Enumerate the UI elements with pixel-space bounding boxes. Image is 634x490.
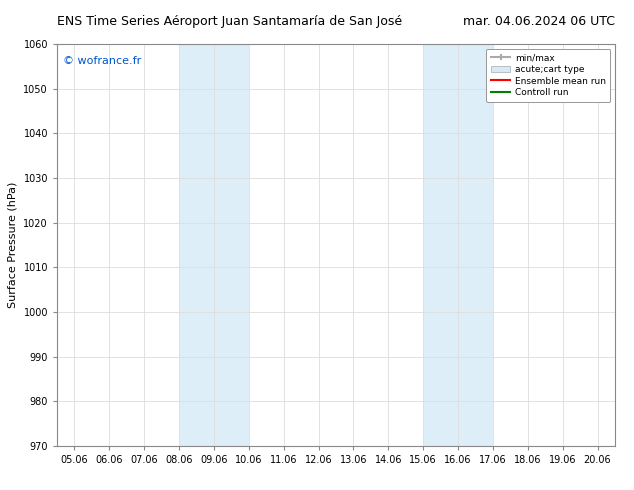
- Legend: min/max, acute;cart type, Ensemble mean run, Controll run: min/max, acute;cart type, Ensemble mean …: [486, 49, 611, 102]
- Text: ENS Time Series Aéroport Juan Santamaría de San José: ENS Time Series Aéroport Juan Santamaría…: [57, 15, 402, 28]
- Bar: [179, 44, 249, 446]
- Y-axis label: Surface Pressure (hPa): Surface Pressure (hPa): [8, 182, 18, 308]
- Text: © wofrance.fr: © wofrance.fr: [63, 56, 141, 66]
- Text: mar. 04.06.2024 06 UTC: mar. 04.06.2024 06 UTC: [463, 15, 615, 28]
- Bar: [424, 44, 493, 446]
